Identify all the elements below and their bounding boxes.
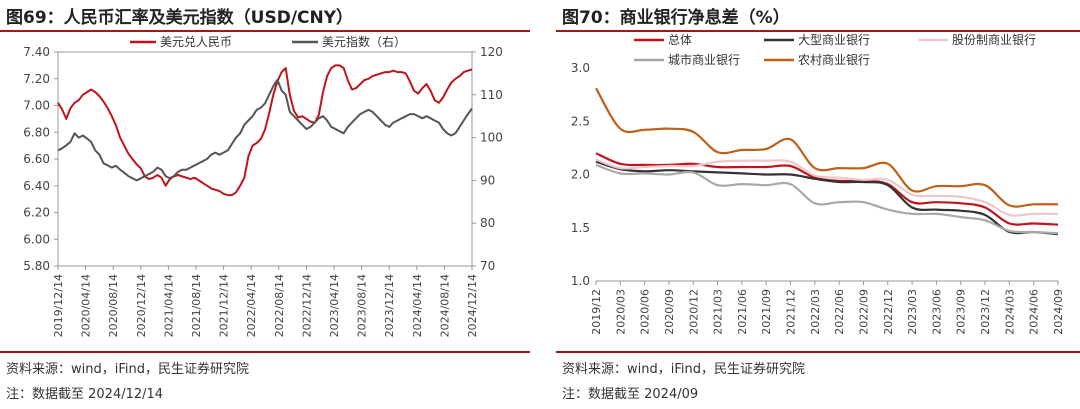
y-left-tick-label: 7.20 [23,72,50,86]
x-tick-label: 2021/12 [785,289,798,335]
x-tick-label: 2023/12/14 [383,274,396,337]
y-right-tick-label: 100 [480,131,503,145]
x-tick-label: 2020/12/14 [135,274,148,337]
plot-frame [57,51,473,267]
x-tick-label: 2023/08/14 [356,274,369,337]
nim-chart: 1.0 1.5 2.0 2.5 3.0 2019/12 2020/03 2020/06 2020… [571,32,1065,335]
title-rule-right [556,30,1080,32]
y-left-tick-label: 5.80 [23,259,50,273]
x-tick-label: 2022/12 [882,289,895,335]
legend-label: 农村商业银行 [798,52,870,67]
footer-rule-right [556,351,1080,353]
x-tick-label: 2019/12/14 [52,274,65,337]
note-text-left: 注：数据截至 2024/12/14 [6,387,164,402]
x-tick-label: 2020/09 [663,289,676,335]
y-left-tick-label: 6.80 [23,125,50,139]
x-tick-label: 2024/12/14 [466,274,479,337]
x-tick-label: 2021/04/14 [162,274,175,337]
y-tick-label: 2.0 [571,168,590,182]
x-tick-label: 2024/09 [1052,289,1065,335]
title-rule-left [0,30,530,32]
source-text-right: 资料来源：wind，iFind，民生证券研究院 [562,362,805,377]
x-tick-label: 2019/12 [590,289,603,335]
x-tick-label: 2022/12/14 [300,274,313,337]
y-tick-label: 2.5 [571,114,590,128]
source-text-left: 资料来源：wind，iFind，民生证券研究院 [6,362,249,377]
y-right-tick-label: 80 [480,216,495,230]
y-left-tick-label: 6.40 [23,179,50,193]
y-tick-label: 1.0 [571,274,590,288]
x-tick-label: 2021/09 [760,289,773,335]
x-tick-label: 2022/03 [809,289,822,335]
x-tick-label: 2020/04/14 [80,274,93,337]
series-line-left-axis [57,64,473,197]
legend-label: 股份制商业银行 [952,32,1036,47]
usdcny-chart: 5.80 6.00 6.20 6.40 6.60 6.80 7.00 7.20 7.40 70 80… [23,34,503,337]
legend-label: 城市商业银行 [668,52,740,67]
series-line-1 [595,160,1059,236]
x-tick-label: 2023/12 [979,289,992,335]
x-tick-label: 2024/08/14 [438,274,451,337]
x-tick-label: 2023/03 [906,289,919,335]
series-line-3 [595,163,1059,235]
x-tick-label: 2021/12/14 [218,274,231,337]
footer-rule-left [0,351,530,353]
legend-label: 美元兑人民币 [160,35,232,49]
chart-title-left: 图69：人民币汇率及美元指数（USD/CNY） [6,8,354,28]
legend-label: 大型商业银行 [798,32,870,47]
x-tick-label: 2023/04/14 [328,274,341,337]
x-tick-label: 2021/06 [736,289,749,335]
x-tick-label: 2020/06 [639,289,652,335]
y-left-tick-label: 7.00 [23,99,50,113]
legend-label: 总体 [668,33,692,47]
x-tick-label: 2020/08/14 [107,274,120,337]
x-tick-label: 2020/03 [614,289,627,335]
y-right-tick-label: 70 [480,259,495,273]
x-tick-label: 2022/08/14 [273,274,286,337]
x-tick-label: 2024/04/14 [411,274,424,337]
y-tick-label: 3.0 [571,61,590,75]
series-line-2 [595,158,1059,217]
nim-panel: 图70：商业银行净息差（%） 1.0 1.5 2.0 2.5 3.0 2019/12 202… [556,0,1080,409]
legend-label: 美元指数（右） [322,34,406,49]
x-tick-label: 2024/03 [1003,289,1016,335]
y-left-tick-label: 7.40 [23,45,50,59]
x-tick-label: 2021/08/14 [190,274,203,337]
x-tick-label: 2023/09 [955,289,968,335]
y-left-tick-label: 6.60 [23,152,50,166]
y-right-tick-label: 120 [480,45,503,59]
y-tick-label: 1.5 [571,221,590,235]
x-tick-label: 2022/06 [833,289,846,335]
x-tick-label: 2023/06 [930,289,943,335]
x-tick-label: 2020/12 [687,289,700,335]
x-tick-label: 2024/06 [1028,289,1041,335]
y-right-tick-label: 90 [480,173,495,187]
x-tick-label: 2022/04/14 [245,274,258,337]
chart-title-right: 图70：商业银行净息差（%） [562,8,790,28]
x-tick-label: 2021/03 [712,289,725,335]
series-line-4 [595,87,1059,208]
x-tick-label: 2022/09 [857,289,870,335]
y-left-tick-label: 6.20 [23,206,50,220]
y-left-tick-label: 6.00 [23,232,50,246]
usdcny-panel: 图69：人民币汇率及美元指数（USD/CNY） 5.80 6.00 6.20 6.40… [0,0,530,409]
series-line-0 [595,152,1059,226]
series-line-right-axis [57,78,473,182]
note-text-right: 注：数据截至 2024/09 [562,387,699,402]
y-right-tick-label: 110 [480,88,503,102]
